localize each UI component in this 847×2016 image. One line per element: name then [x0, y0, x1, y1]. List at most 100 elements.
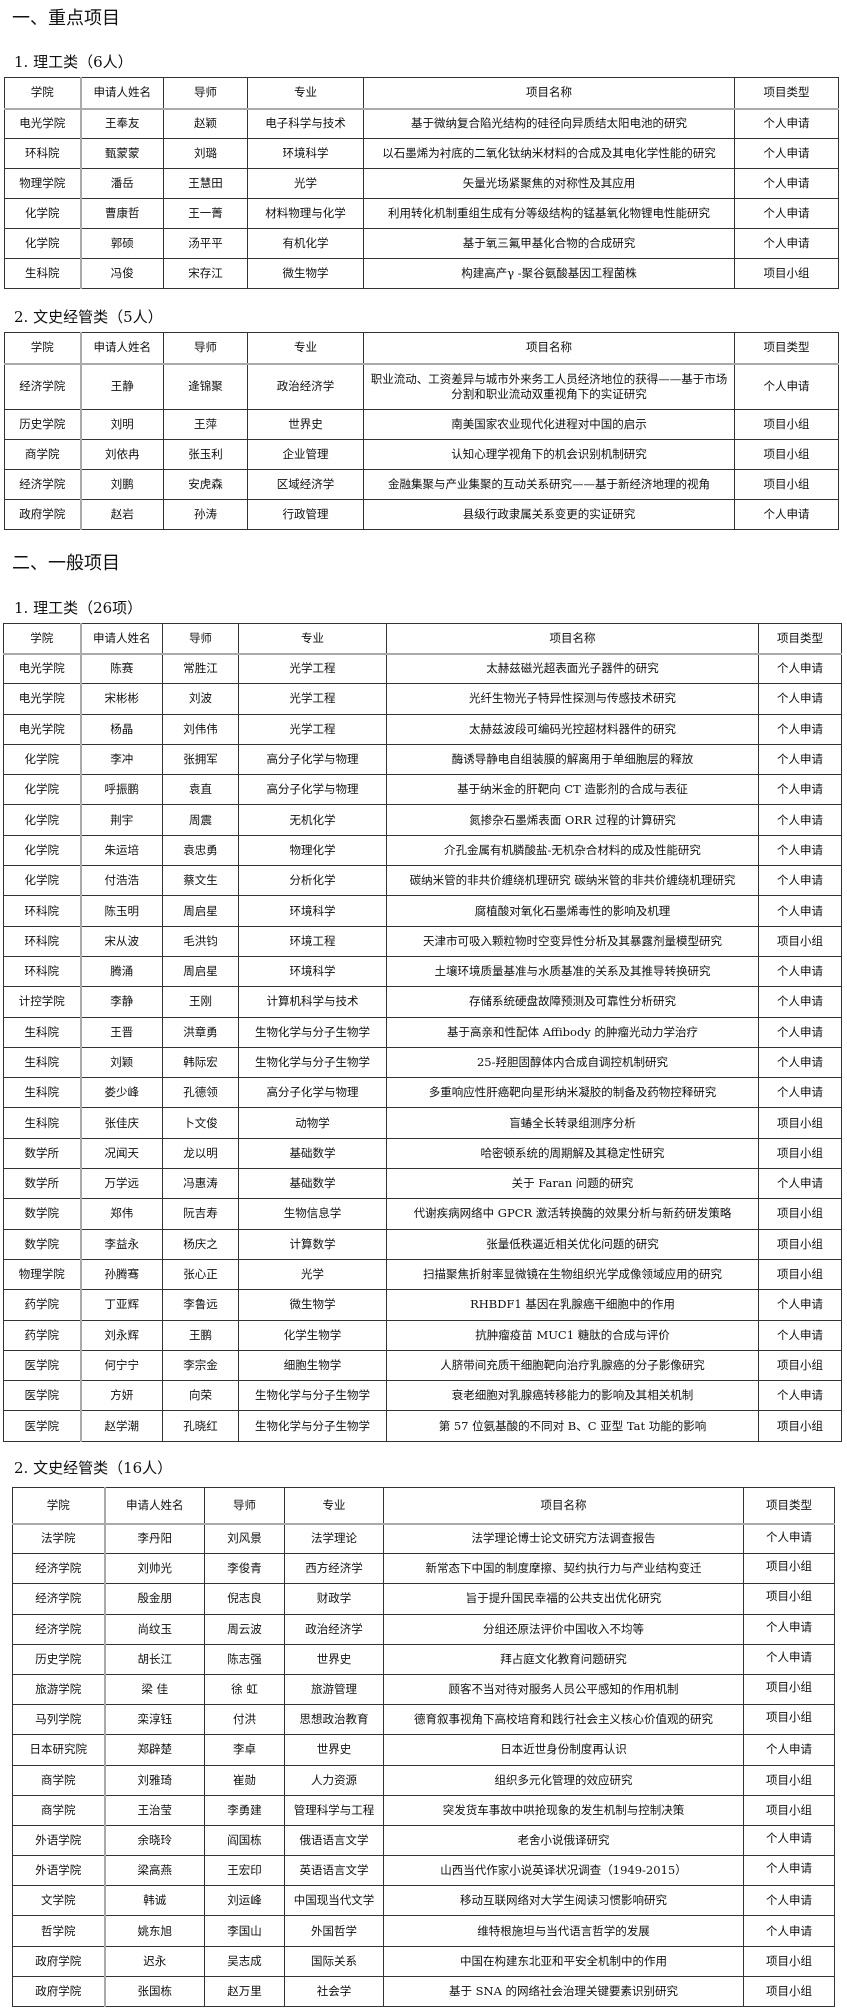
table-row: 药学院 丁亚辉 李鲁远 微生物学 RHBDF1 基因在乳腺癌干细胞中的作用 个人申请: [3, 1289, 842, 1321]
cell-applicant: 刘依冉: [80, 439, 164, 470]
cell-advisor: 周启星: [162, 955, 239, 988]
cell-advisor: 蔡文生: [162, 865, 239, 897]
cell-applicant: 王治莹: [104, 1794, 205, 1826]
cell-college: 历史学院: [4, 409, 82, 440]
table-row: 化学院 呼振鹏 袁直 高分子化学与物理 基于纳米金的肝靶向 CT 造影剂的合成与表征 个人…: [3, 774, 842, 806]
cell-applicant: 迟永: [104, 1945, 205, 1977]
cell-advisor: 袁忠勇: [162, 834, 239, 867]
cell-project-name: 张量低秩逼近相关优化问题的研究: [386, 1228, 759, 1260]
cell-college: 商学院: [4, 439, 82, 470]
table-row: 日本研究院 郑辟楚 李卓 世界史 日本近世身份制度再认识 个人申请: [12, 1734, 835, 1766]
cell-advisor: 付洪: [204, 1704, 285, 1736]
cell-applicant: 赵岩: [80, 499, 164, 530]
cell-major: 法学理论: [284, 1522, 384, 1555]
cell-major: 微生物学: [247, 258, 364, 289]
cell-project-type: 个人申请: [743, 1522, 835, 1555]
cell-major: 光学工程: [238, 683, 387, 715]
cell-project-name: 关于 Faran 问题的研究: [386, 1168, 759, 1200]
header-project-type: 项目类型: [734, 77, 839, 110]
table-header-row: 学院 申请人姓名 导师 专业 项目名称 项目类型: [4, 77, 839, 110]
cell-project-type: 项目小组: [743, 1764, 835, 1796]
cell-college: 生科院: [3, 1046, 82, 1079]
header-advisor: 导师: [162, 623, 239, 655]
header-major: 专业: [247, 77, 364, 110]
cell-project-name: 扫描聚焦折射率显微镜在生物组织光学成像领域应用的研究: [386, 1258, 759, 1291]
cell-advisor: 刘风景: [204, 1522, 285, 1555]
cell-major: 英语语言文学: [284, 1855, 384, 1887]
cell-applicant: 潘岳: [80, 168, 164, 199]
header-project-name: 项目名称: [363, 77, 735, 110]
cell-college: 医学院: [3, 1410, 82, 1442]
cell-major: 分析化学: [238, 865, 387, 897]
cell-major: 生物化学与分子生物学: [238, 1046, 387, 1079]
cell-advisor: 常胜江: [162, 652, 239, 685]
cell-major: 环境科学: [238, 955, 387, 988]
cell-project-type: 个人申请: [758, 1016, 842, 1048]
cell-advisor: 张拥军: [162, 743, 239, 776]
cell-college: 化学院: [4, 198, 82, 229]
cell-project-name: 存储系统硬盘故障预测及可靠性分析研究: [386, 986, 759, 1018]
cell-major: 管理科学与工程: [284, 1794, 384, 1826]
cell-project-name: RHBDF1 基因在乳腺癌干细胞中的作用: [386, 1289, 759, 1321]
cell-project-name: 碳纳米管的非共价缠绕机理研究 碳纳米管的非共价缠绕机理研究: [386, 865, 759, 897]
cell-college: 文学院: [12, 1885, 106, 1917]
header-applicant: 申请人姓名: [80, 623, 163, 655]
cell-college: 药学院: [3, 1319, 82, 1351]
cell-advisor: 李鲁远: [162, 1289, 239, 1321]
cell-major: 旅游管理: [284, 1673, 384, 1706]
cell-project-type: 个人申请: [734, 108, 839, 139]
table-row: 化学院 李冲 张拥军 高分子化学与物理 酶诱导静电自组装膜的解离用于单细胞层的释放 个人申…: [3, 743, 842, 776]
cell-project-name: 腐植酸对氧化石墨烯毒性的影响及机理: [386, 895, 759, 927]
cell-major: 高分子化学与物理: [238, 743, 387, 776]
cell-project-name: 构建高产γ -聚谷氨酸基因工程菌株: [363, 258, 735, 289]
table-row: 商学院 刘雅琦 崔勋 人力资源 组织多元化管理的效应研究 项目小组: [12, 1764, 835, 1796]
cell-project-type: 个人申请: [758, 683, 842, 715]
cell-project-type: 个人申请: [758, 865, 842, 897]
cell-applicant: 胡长江: [104, 1643, 205, 1675]
cell-college: 环科院: [3, 955, 82, 988]
table-row: 物理学院 孙腾骞 张心正 光学 扫描聚焦折射率显微镜在生物组织光学成像领域应用的研究 项目…: [3, 1258, 842, 1291]
cell-major: 财政学: [284, 1583, 384, 1615]
cell-applicant: 况闻天: [80, 1137, 163, 1170]
cell-advisor: 汤平平: [163, 228, 248, 259]
cell-college: 电光学院: [3, 713, 82, 745]
cell-project-name: 山西当代作家小说英译状况调查（1949-2015）: [383, 1855, 744, 1887]
cell-major: 环境科学: [238, 895, 387, 927]
table-general-humanities: 学院 申请人姓名 导师 专业 项目名称 项目类型 法学院 李丹阳 刘风景 法学理论 法学理论博士论文…: [12, 1487, 835, 2008]
cell-project-type: 项目小组: [758, 1228, 842, 1260]
cell-project-name: 老舍小说俄译研究: [383, 1824, 744, 1857]
cell-applicant: 李冲: [80, 743, 163, 776]
cell-college: 商学院: [12, 1794, 106, 1826]
cell-major: 光学工程: [238, 652, 387, 685]
cell-project-type: 个人申请: [758, 652, 842, 685]
cell-major: 物理化学: [238, 834, 387, 867]
cell-college: 生科院: [4, 258, 82, 289]
cell-advisor: 韩际宏: [162, 1046, 239, 1079]
table-row: 马列学院 栾淳钰 付洪 思想政治教育 德育叙事视角下高校培育和践行社会主义核心价值观的研…: [12, 1704, 835, 1736]
cell-applicant: 万学远: [80, 1168, 163, 1200]
table-row: 数学院 李益永 杨庆之 计算数学 张量低秩逼近相关优化问题的研究 项目小组: [3, 1228, 842, 1260]
cell-project-name: 基于高亲和性配体 Affibody 的肿瘤光动力学治疗: [386, 1016, 759, 1048]
cell-project-type: 个人申请: [758, 713, 842, 745]
cell-applicant: 孙腾骞: [80, 1258, 163, 1291]
cell-college: 物理学院: [3, 1258, 82, 1291]
table-row: 化学院 郭硕 汤平平 有机化学 基于氧三氟甲基化合物的合成研究 个人申请: [4, 228, 839, 259]
cell-advisor: 王刚: [162, 986, 239, 1018]
cell-project-type: 个人申请: [743, 1915, 835, 1947]
table-row: 生科院 张佳庆 卜文俊 动物学 盲蝽全长转录组测序分析 项目小组: [3, 1107, 842, 1139]
table-row: 生科院 刘颖 韩际宏 生物化学与分子生物学 25-羟胆固醇体内合成自调控机制研究 个人申请: [3, 1046, 842, 1079]
cell-applicant: 余晓玲: [104, 1824, 205, 1857]
cell-applicant: 梁高燕: [104, 1855, 205, 1887]
cell-applicant: 娄少峰: [80, 1077, 163, 1109]
table-row: 数学院 郑伟 阮吉寿 生物信息学 代谢疾病网络中 GPCR 激活转换酶的效果分析与新药研…: [3, 1198, 842, 1230]
cell-applicant: 王晋: [80, 1016, 163, 1048]
cell-advisor: 王一菁: [163, 198, 248, 229]
cell-applicant: 姚东旭: [104, 1915, 205, 1947]
cell-major: 计算机科学与技术: [238, 986, 387, 1018]
cell-project-type: 个人申请: [758, 834, 842, 867]
cell-college: 数学所: [3, 1137, 82, 1170]
cell-project-type: 项目小组: [758, 1137, 842, 1170]
cell-project-type: 项目小组: [758, 1258, 842, 1291]
cell-advisor: 徐 虹: [204, 1673, 285, 1706]
cell-applicant: 杨晶: [80, 713, 163, 745]
